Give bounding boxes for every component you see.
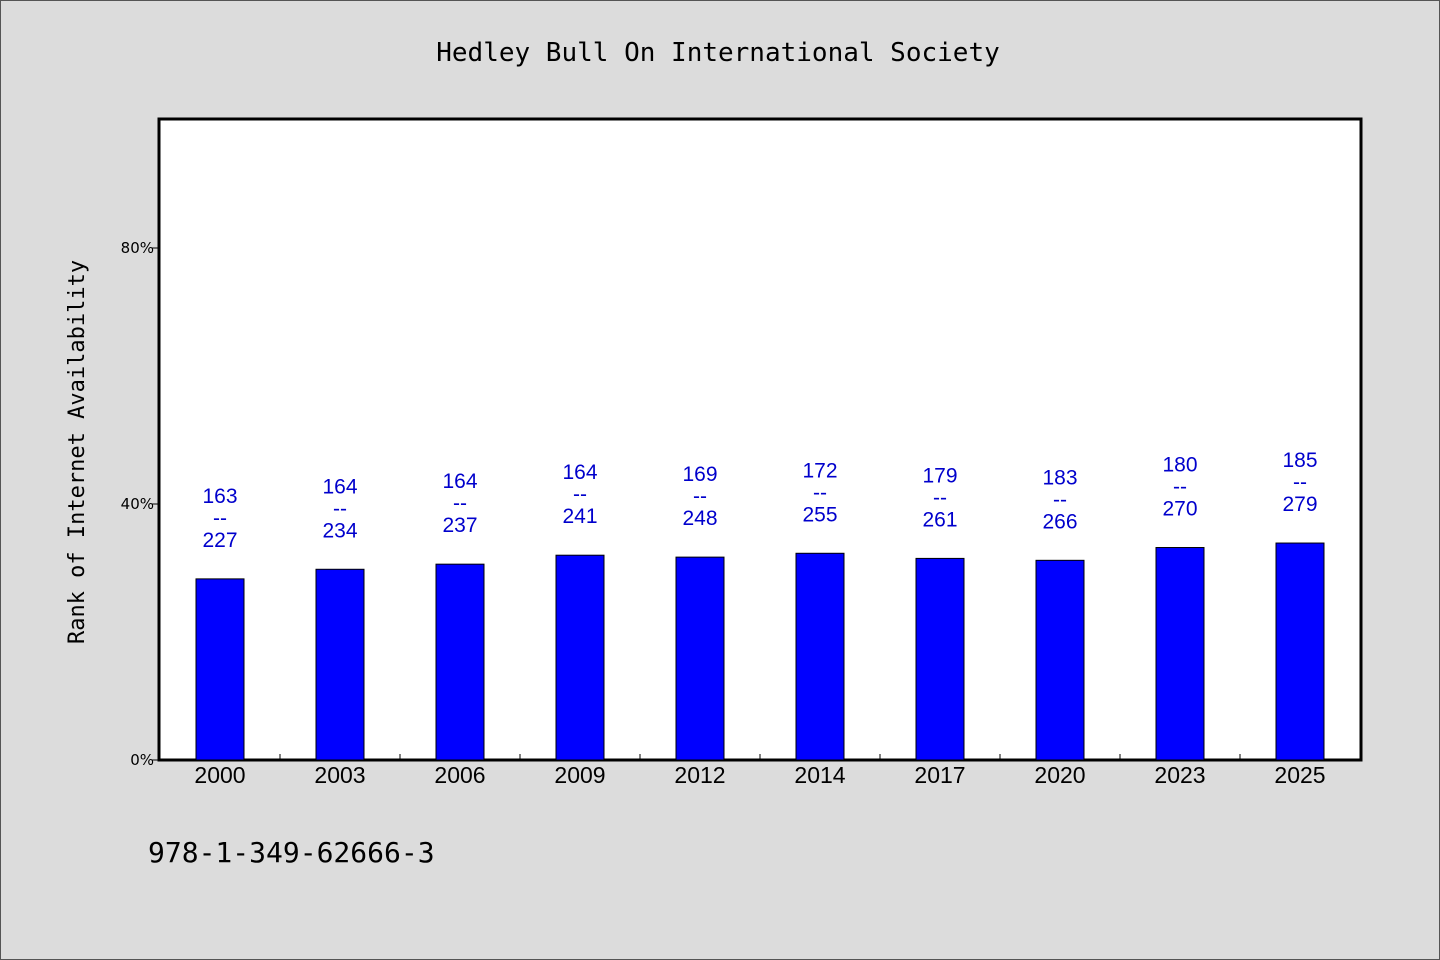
x-tick-label: 2000 xyxy=(194,762,245,788)
data-label-separator: -- xyxy=(933,486,947,509)
data-label-top: 183 xyxy=(1042,466,1077,489)
bar xyxy=(1275,542,1325,761)
data-label-top: 185 xyxy=(1282,449,1317,472)
data-label-separator: -- xyxy=(573,483,587,506)
y-tick-label: 80% xyxy=(121,239,154,257)
data-label-top: 163 xyxy=(202,485,237,508)
bar xyxy=(915,557,965,761)
x-tick-label: 2009 xyxy=(554,762,605,788)
x-tick-label: 2003 xyxy=(314,762,365,788)
data-label-top: 169 xyxy=(682,463,717,486)
data-label-bottom: 261 xyxy=(922,508,957,531)
data-label-separator: -- xyxy=(1053,488,1067,511)
data-label-separator: -- xyxy=(333,497,347,520)
data-label-top: 180 xyxy=(1162,454,1197,477)
data-label-separator: -- xyxy=(1173,476,1187,499)
x-tick-label: 2006 xyxy=(434,762,485,788)
y-tick-label: 40% xyxy=(121,495,154,513)
bar xyxy=(315,568,365,761)
x-tick-label: 2023 xyxy=(1154,762,1205,788)
data-label-bottom: 227 xyxy=(202,529,237,552)
bar xyxy=(1155,547,1205,761)
bar xyxy=(555,554,605,761)
bar xyxy=(195,578,245,761)
data-label-bottom: 241 xyxy=(562,505,597,528)
data-label-separator: -- xyxy=(693,485,707,508)
x-tick-label: 2017 xyxy=(914,762,965,788)
bar xyxy=(435,563,485,761)
data-label-bottom: 270 xyxy=(1162,498,1197,521)
bars-layer xyxy=(195,542,1325,761)
x-tick-label: 2014 xyxy=(794,762,845,788)
data-label-bottom: 279 xyxy=(1282,493,1317,516)
data-label-separator: -- xyxy=(213,507,227,530)
data-label-top: 164 xyxy=(322,475,357,498)
data-label-separator: -- xyxy=(1293,471,1307,494)
data-label-top: 172 xyxy=(802,459,837,482)
data-label-bottom: 248 xyxy=(682,507,717,530)
y-tick-label: 0% xyxy=(130,751,154,769)
bar xyxy=(1035,559,1085,761)
y-axis-label: Rank of Internet Availability xyxy=(65,260,90,644)
x-tick-label: 2025 xyxy=(1274,762,1325,788)
data-label-separator: -- xyxy=(813,481,827,504)
x-tick-label: 2012 xyxy=(674,762,725,788)
data-label-bottom: 255 xyxy=(802,503,837,526)
data-label-bottom: 237 xyxy=(442,514,477,537)
data-labels-layer: 163--227164--234164--237164--241169--248… xyxy=(202,449,1317,552)
x-tick-label: 2020 xyxy=(1034,762,1085,788)
data-label-top: 164 xyxy=(562,461,597,484)
data-label-bottom: 266 xyxy=(1042,510,1077,533)
bar xyxy=(675,556,725,761)
isbn-footer: 978-1-349-62666-3 xyxy=(148,836,435,869)
y-axis-ticks: 0% 40% 80% xyxy=(121,239,160,769)
bar xyxy=(795,552,845,761)
data-label-top: 179 xyxy=(922,464,957,487)
data-label-separator: -- xyxy=(453,492,467,515)
data-label-bottom: 234 xyxy=(322,519,357,542)
data-label-top: 164 xyxy=(442,470,477,493)
x-axis-ticks: 2000 2003 2006 2009 2012 2014 2017 2020 2023 2025 xyxy=(194,754,1326,788)
chart-title: Hedley Bull On International Society xyxy=(436,38,1000,68)
